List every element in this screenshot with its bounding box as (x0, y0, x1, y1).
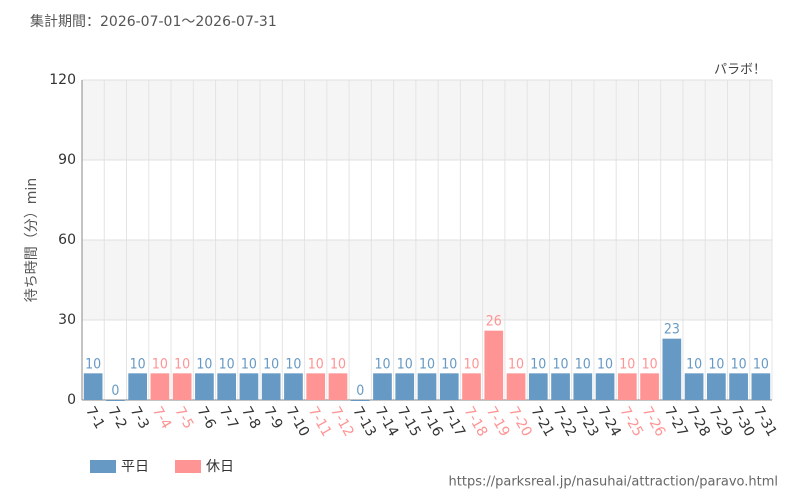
value-label: 10 (619, 356, 635, 372)
x-tick-label: 7-8 (238, 404, 263, 432)
bar (284, 373, 303, 400)
bar (662, 338, 682, 400)
bar (350, 400, 370, 401)
x-tick-label: 7-4 (149, 404, 174, 432)
bar (417, 373, 437, 400)
legend-swatch (90, 460, 116, 473)
bar (684, 373, 704, 400)
value-label: 10 (374, 356, 390, 372)
value-label: 10 (508, 356, 524, 372)
value-label: 10 (464, 356, 480, 372)
y-tick-label: 90 (58, 152, 76, 168)
legend-label: 平日 (121, 459, 149, 475)
bar (106, 400, 125, 401)
bar (217, 373, 237, 400)
value-label: 23 (664, 322, 680, 338)
value-label: 10 (196, 356, 212, 372)
y-tick-label: 30 (58, 312, 76, 328)
y-tick-label: 60 (58, 232, 76, 248)
bar (172, 373, 192, 400)
bar (128, 373, 147, 400)
value-label: 10 (642, 356, 658, 372)
value-label: 10 (152, 356, 168, 372)
x-tick-label: 7-6 (193, 404, 218, 432)
bar (729, 373, 748, 400)
value-label: 10 (708, 356, 724, 372)
bar (373, 373, 392, 400)
value-label: 10 (330, 356, 346, 372)
y-tick-label: 0 (67, 392, 76, 408)
y-axis-label: 待ち時間（分）min (24, 178, 40, 302)
bar (617, 373, 637, 400)
value-label: 10 (575, 356, 591, 372)
value-label: 10 (174, 356, 190, 372)
chart-subtitle: パラボ！ (714, 63, 766, 78)
bar (484, 330, 504, 400)
chart-title: 集計期間：2026-07-01〜2026-07-31 (30, 13, 277, 30)
value-label: 10 (308, 356, 324, 372)
bar (551, 373, 570, 400)
bar (595, 373, 615, 400)
x-tick-label: 7-9 (260, 404, 285, 432)
value-label: 10 (397, 356, 413, 372)
value-label: 10 (553, 356, 569, 372)
value-label: 10 (219, 356, 235, 372)
source-url: https://parksreal.jp/nasuhai/attraction/… (449, 475, 778, 490)
value-label: 10 (285, 356, 301, 372)
x-tick-label: 7-2 (104, 404, 129, 432)
bar (195, 373, 214, 400)
x-tick-label: 7-1 (82, 404, 107, 432)
bar (462, 373, 481, 400)
bar (640, 373, 659, 400)
x-tick-label: 7-3 (127, 404, 152, 432)
bar (239, 373, 259, 400)
value-label: 10 (441, 356, 457, 372)
value-label: 10 (530, 356, 546, 372)
value-label: 10 (130, 356, 146, 372)
value-label: 10 (85, 356, 101, 372)
bar (261, 373, 281, 400)
legend-label: 休日 (206, 459, 234, 475)
x-tick-label: 7-31 (750, 404, 780, 440)
value-label: 10 (419, 356, 435, 372)
bar (439, 373, 459, 400)
bar (395, 373, 415, 400)
bar (707, 373, 726, 400)
value-label: 10 (597, 356, 613, 372)
value-label: 0 (356, 383, 364, 399)
value-label: 10 (753, 356, 769, 372)
value-label: 10 (263, 356, 279, 372)
x-tick-label: 7-7 (216, 404, 241, 432)
bar (328, 373, 348, 400)
bar (83, 373, 103, 400)
value-label: 10 (731, 356, 747, 372)
bar (150, 373, 170, 400)
bar (528, 373, 548, 400)
grid-band (82, 80, 772, 160)
value-label: 10 (241, 356, 257, 372)
legend-swatch (175, 460, 201, 473)
value-label: 10 (686, 356, 702, 372)
x-tick-label: 7-5 (171, 404, 196, 432)
bar (751, 373, 771, 400)
value-label: 0 (111, 383, 119, 399)
bar (306, 373, 326, 400)
bar (506, 373, 526, 400)
grid-band (82, 240, 772, 320)
y-tick-label: 120 (49, 72, 76, 88)
value-label: 26 (486, 314, 502, 330)
bar (573, 373, 593, 400)
